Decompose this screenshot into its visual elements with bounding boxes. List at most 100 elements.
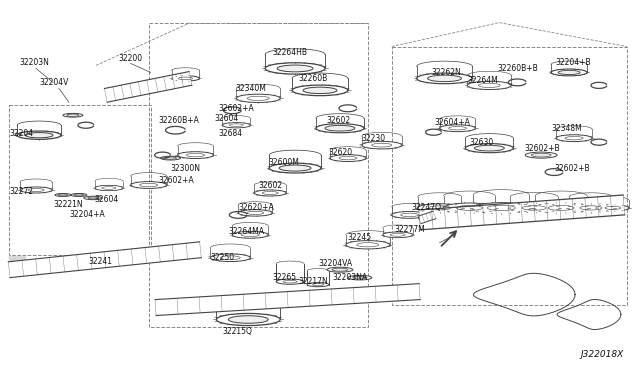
Text: 32265: 32265 bbox=[272, 273, 296, 282]
Text: 32272: 32272 bbox=[9, 187, 33, 196]
Text: 32604: 32604 bbox=[95, 195, 119, 205]
Polygon shape bbox=[104, 71, 192, 102]
Text: 32602+A: 32602+A bbox=[159, 176, 195, 185]
Text: 32600M: 32600M bbox=[268, 158, 299, 167]
Ellipse shape bbox=[232, 231, 268, 238]
Ellipse shape bbox=[556, 135, 592, 142]
Text: 32620: 32620 bbox=[328, 148, 352, 157]
Ellipse shape bbox=[428, 75, 461, 81]
Text: 32620+A: 32620+A bbox=[238, 203, 274, 212]
Text: 32684: 32684 bbox=[218, 129, 243, 138]
Ellipse shape bbox=[95, 185, 123, 190]
Ellipse shape bbox=[164, 157, 177, 159]
Ellipse shape bbox=[222, 123, 250, 128]
Ellipse shape bbox=[417, 73, 472, 84]
Text: 32300N: 32300N bbox=[171, 164, 200, 173]
Ellipse shape bbox=[569, 204, 613, 212]
Ellipse shape bbox=[236, 94, 280, 103]
Text: 32340M: 32340M bbox=[236, 84, 266, 93]
Ellipse shape bbox=[238, 210, 272, 216]
Ellipse shape bbox=[330, 155, 366, 161]
Ellipse shape bbox=[535, 203, 587, 213]
Ellipse shape bbox=[383, 232, 413, 238]
Ellipse shape bbox=[525, 152, 557, 158]
Ellipse shape bbox=[276, 279, 304, 284]
Text: 32217N: 32217N bbox=[298, 277, 328, 286]
Ellipse shape bbox=[444, 203, 495, 213]
Ellipse shape bbox=[58, 194, 68, 196]
Ellipse shape bbox=[228, 316, 268, 323]
Ellipse shape bbox=[211, 254, 250, 262]
Ellipse shape bbox=[265, 63, 325, 74]
Ellipse shape bbox=[348, 275, 372, 280]
Text: 32602: 32602 bbox=[258, 180, 282, 189]
Text: 32230: 32230 bbox=[362, 134, 386, 143]
Ellipse shape bbox=[327, 267, 353, 272]
Text: 32203N: 32203N bbox=[19, 58, 49, 67]
Ellipse shape bbox=[316, 124, 364, 133]
Text: 32604+A: 32604+A bbox=[435, 118, 470, 127]
Text: 32200: 32200 bbox=[119, 54, 143, 63]
Polygon shape bbox=[8, 242, 201, 278]
Ellipse shape bbox=[418, 204, 461, 212]
Ellipse shape bbox=[84, 196, 102, 200]
Ellipse shape bbox=[279, 165, 311, 171]
Ellipse shape bbox=[467, 81, 511, 90]
Ellipse shape bbox=[20, 187, 52, 193]
Ellipse shape bbox=[474, 203, 529, 213]
Ellipse shape bbox=[269, 163, 321, 173]
Text: 32264MA: 32264MA bbox=[228, 227, 264, 236]
Ellipse shape bbox=[71, 193, 87, 196]
Ellipse shape bbox=[67, 114, 79, 116]
Ellipse shape bbox=[362, 141, 402, 149]
Ellipse shape bbox=[55, 193, 71, 196]
Ellipse shape bbox=[172, 76, 200, 81]
Text: 32630: 32630 bbox=[469, 138, 493, 147]
Text: 32277M: 32277M bbox=[395, 225, 426, 234]
Ellipse shape bbox=[325, 125, 355, 131]
Text: 32262N: 32262N bbox=[431, 68, 461, 77]
Ellipse shape bbox=[131, 182, 166, 188]
Polygon shape bbox=[155, 283, 420, 315]
Ellipse shape bbox=[510, 203, 558, 212]
Ellipse shape bbox=[597, 205, 629, 211]
Ellipse shape bbox=[558, 70, 580, 74]
Ellipse shape bbox=[353, 276, 367, 279]
Ellipse shape bbox=[63, 113, 83, 117]
Text: 32264M: 32264M bbox=[467, 76, 498, 85]
Ellipse shape bbox=[177, 152, 213, 158]
Ellipse shape bbox=[74, 194, 84, 196]
Polygon shape bbox=[419, 211, 436, 224]
Text: 32250: 32250 bbox=[211, 253, 234, 262]
Ellipse shape bbox=[277, 65, 313, 72]
Ellipse shape bbox=[440, 125, 476, 132]
Ellipse shape bbox=[531, 153, 551, 157]
Text: 32260B+A: 32260B+A bbox=[159, 116, 200, 125]
Text: 32604: 32604 bbox=[214, 114, 239, 123]
Text: 32602+A: 32602+A bbox=[218, 104, 254, 113]
Ellipse shape bbox=[88, 197, 98, 199]
Text: J322018X: J322018X bbox=[580, 350, 624, 359]
Text: 32260B: 32260B bbox=[298, 74, 327, 83]
Text: 32241: 32241 bbox=[89, 257, 113, 266]
Ellipse shape bbox=[392, 212, 428, 218]
Text: 32247Q: 32247Q bbox=[412, 203, 442, 212]
Ellipse shape bbox=[474, 145, 504, 151]
Text: 32204V: 32204V bbox=[39, 78, 68, 87]
Ellipse shape bbox=[292, 85, 348, 96]
Text: 32264HB: 32264HB bbox=[272, 48, 307, 57]
Text: 32204VA: 32204VA bbox=[318, 259, 352, 268]
Ellipse shape bbox=[17, 131, 61, 140]
Text: 32204: 32204 bbox=[9, 129, 33, 138]
Text: 32203NA: 32203NA bbox=[332, 273, 367, 282]
Text: 32260B+B: 32260B+B bbox=[497, 64, 538, 73]
Text: 32602+B: 32602+B bbox=[524, 144, 560, 153]
Ellipse shape bbox=[465, 144, 513, 153]
Ellipse shape bbox=[161, 156, 180, 160]
Text: 32348M: 32348M bbox=[551, 124, 582, 133]
Polygon shape bbox=[419, 195, 625, 230]
Text: 32602: 32602 bbox=[326, 116, 350, 125]
Ellipse shape bbox=[551, 69, 587, 76]
Text: 32204+B: 32204+B bbox=[555, 58, 591, 67]
Text: 32602+B: 32602+B bbox=[554, 164, 589, 173]
